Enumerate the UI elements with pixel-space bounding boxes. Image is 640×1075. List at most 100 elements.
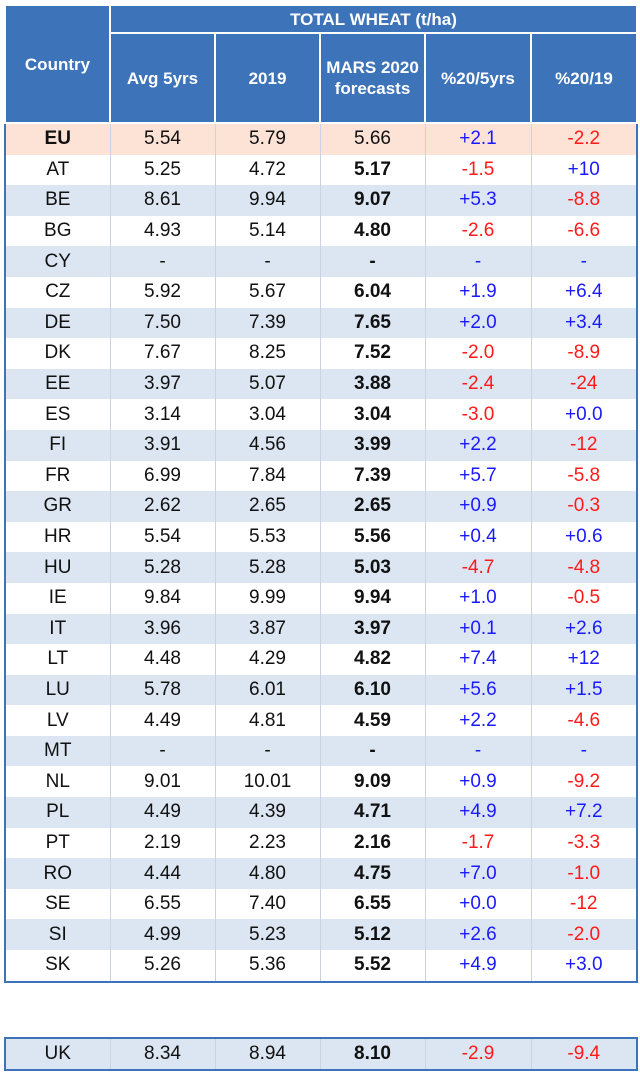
cell-avg5: 6.99: [109, 460, 216, 492]
cell-pct-5yrs: -3.0: [424, 399, 532, 430]
cell-avg5: 5.78: [109, 674, 216, 706]
cell-pct-2019: -1.0: [530, 858, 639, 889]
cell-2019: 5.28: [214, 552, 321, 583]
cell-pct-2019: -8.8: [530, 185, 639, 216]
cell-pct-2019: +3.0: [530, 950, 639, 983]
cell-avg5: 8.34: [109, 1037, 216, 1071]
table-row-lu: LU 5.78 6.01 6.10 +5.6 +1.5: [4, 674, 639, 706]
table-row-si: SI 4.99 5.23 5.12 +2.6 -2.0: [4, 919, 639, 951]
cell-avg5: 4.99: [109, 919, 216, 951]
cell-pct-5yrs: +2.1: [424, 123, 532, 155]
cell-2019: 5.07: [214, 368, 321, 400]
cell-forecast: 4.59: [319, 705, 426, 736]
table-row-lt: LT 4.48 4.29 4.82 +7.4 +12: [4, 644, 639, 675]
table-row-de: DE 7.50 7.39 7.65 +2.0 +3.4: [4, 307, 639, 339]
cell-avg5: 2.19: [109, 827, 216, 859]
cell-2019: 4.72: [214, 154, 321, 186]
cell-pct-2019: -8.9: [530, 338, 639, 369]
cell-pct-2019: -24: [530, 368, 639, 400]
cell-pct-5yrs: +4.9: [424, 797, 532, 828]
cell-2019: 9.94: [214, 185, 321, 216]
cell-avg5: 4.49: [109, 705, 216, 736]
cell-pct-5yrs: +1.0: [424, 582, 532, 614]
cell-forecast: 2.16: [319, 827, 426, 859]
cell-pct-5yrs: -: [424, 735, 532, 767]
cell-2019: 10.01: [214, 766, 321, 798]
cell-country: FI: [4, 429, 111, 461]
cell-avg5: 5.54: [109, 123, 216, 155]
cell-2019: 7.39: [214, 307, 321, 339]
table-row-ee: EE 3.97 5.07 3.88 -2.4 -24: [4, 368, 639, 400]
cell-2019: 8.94: [214, 1037, 321, 1071]
cell-pct-5yrs: -4.7: [424, 552, 532, 583]
cell-pct-2019: +12: [530, 644, 639, 675]
cell-country: FR: [4, 460, 111, 492]
cell-forecast: 3.04: [319, 399, 426, 430]
cell-pct-2019: -12: [530, 888, 639, 920]
cell-pct-2019: -9.4: [530, 1037, 638, 1071]
header-forecast-line2: forecasts: [334, 79, 411, 98]
cell-country: EE: [4, 368, 111, 400]
cell-pct-2019: -: [530, 246, 639, 277]
header-forecast: MARS 2020 forecasts: [319, 32, 426, 124]
cell-avg5: 7.50: [109, 307, 216, 339]
cell-avg5: 6.55: [109, 888, 216, 920]
table-row-at: AT 5.25 4.72 5.17 -1.5 +10: [4, 154, 639, 186]
table-row-ro: RO 4.44 4.80 4.75 +7.0 -1.0: [4, 858, 639, 889]
cell-forecast: -: [319, 735, 426, 767]
cell-avg5: 9.84: [109, 582, 216, 614]
cell-2019: -: [214, 246, 321, 277]
cell-pct-5yrs: +7.4: [424, 644, 532, 675]
cell-forecast: -: [319, 246, 426, 277]
cell-avg5: 3.97: [109, 368, 216, 400]
wheat-yield-table: Country TOTAL WHEAT (t/ha) Avg 5yrs 2019…: [4, 4, 639, 983]
cell-pct-5yrs: +0.4: [424, 521, 532, 553]
uk-table: UK 8.34 8.94 8.10 -2.9 -9.4: [4, 1037, 638, 1071]
cell-avg5: 4.48: [109, 644, 216, 675]
cell-pct-2019: +7.2: [530, 797, 639, 828]
cell-avg5: 5.92: [109, 276, 216, 308]
cell-avg5: 4.93: [109, 215, 216, 247]
cell-pct-5yrs: +1.9: [424, 276, 532, 308]
cell-2019: 2.23: [214, 827, 321, 859]
table-row-nl: NL 9.01 10.01 9.09 +0.9 -9.2: [4, 766, 639, 798]
cell-pct-5yrs: +0.9: [424, 766, 532, 798]
cell-forecast: 5.56: [319, 521, 426, 553]
cell-pct-2019: +0.6: [530, 521, 639, 553]
table-row-dk: DK 7.67 8.25 7.52 -2.0 -8.9: [4, 338, 639, 369]
cell-forecast: 5.03: [319, 552, 426, 583]
cell-country: PL: [4, 797, 111, 828]
cell-pct-5yrs: -2.9: [424, 1037, 532, 1071]
cell-country: PT: [4, 827, 111, 859]
cell-2019: 5.53: [214, 521, 321, 553]
header-forecast-line1: MARS 2020: [326, 58, 419, 77]
table-row-ie: IE 9.84 9.99 9.94 +1.0 -0.5: [4, 582, 639, 614]
cell-2019: 3.87: [214, 613, 321, 645]
cell-avg5: 9.01: [109, 766, 216, 798]
cell-forecast: 5.66: [319, 123, 426, 155]
cell-2019: 7.40: [214, 888, 321, 920]
cell-pct-2019: +0.0: [530, 399, 639, 430]
table-row-hu: HU 5.28 5.28 5.03 -4.7 -4.8: [4, 552, 639, 583]
cell-pct-2019: +10: [530, 154, 639, 186]
cell-pct-2019: -: [530, 735, 639, 767]
cell-pct-5yrs: +7.0: [424, 858, 532, 889]
cell-country: BG: [4, 215, 111, 247]
cell-avg5: 5.54: [109, 521, 216, 553]
cell-2019: 5.14: [214, 215, 321, 247]
cell-pct-2019: -2.2: [530, 123, 639, 155]
table-row-mt: MT - - - - -: [4, 735, 639, 767]
cell-country: MT: [4, 735, 111, 767]
table-row-gr: GR 2.62 2.65 2.65 +0.9 -0.3: [4, 491, 639, 522]
cell-2019: 4.39: [214, 797, 321, 828]
cell-pct-5yrs: +2.0: [424, 307, 532, 339]
cell-country: HR: [4, 521, 111, 553]
cell-2019: 2.65: [214, 491, 321, 522]
cell-country: UK: [4, 1037, 111, 1071]
cell-pct-5yrs: +0.9: [424, 491, 532, 522]
cell-forecast: 6.10: [319, 674, 426, 706]
cell-pct-5yrs: +2.2: [424, 429, 532, 461]
cell-country: SE: [4, 888, 111, 920]
cell-pct-5yrs: +0.0: [424, 888, 532, 920]
cell-forecast: 3.88: [319, 368, 426, 400]
